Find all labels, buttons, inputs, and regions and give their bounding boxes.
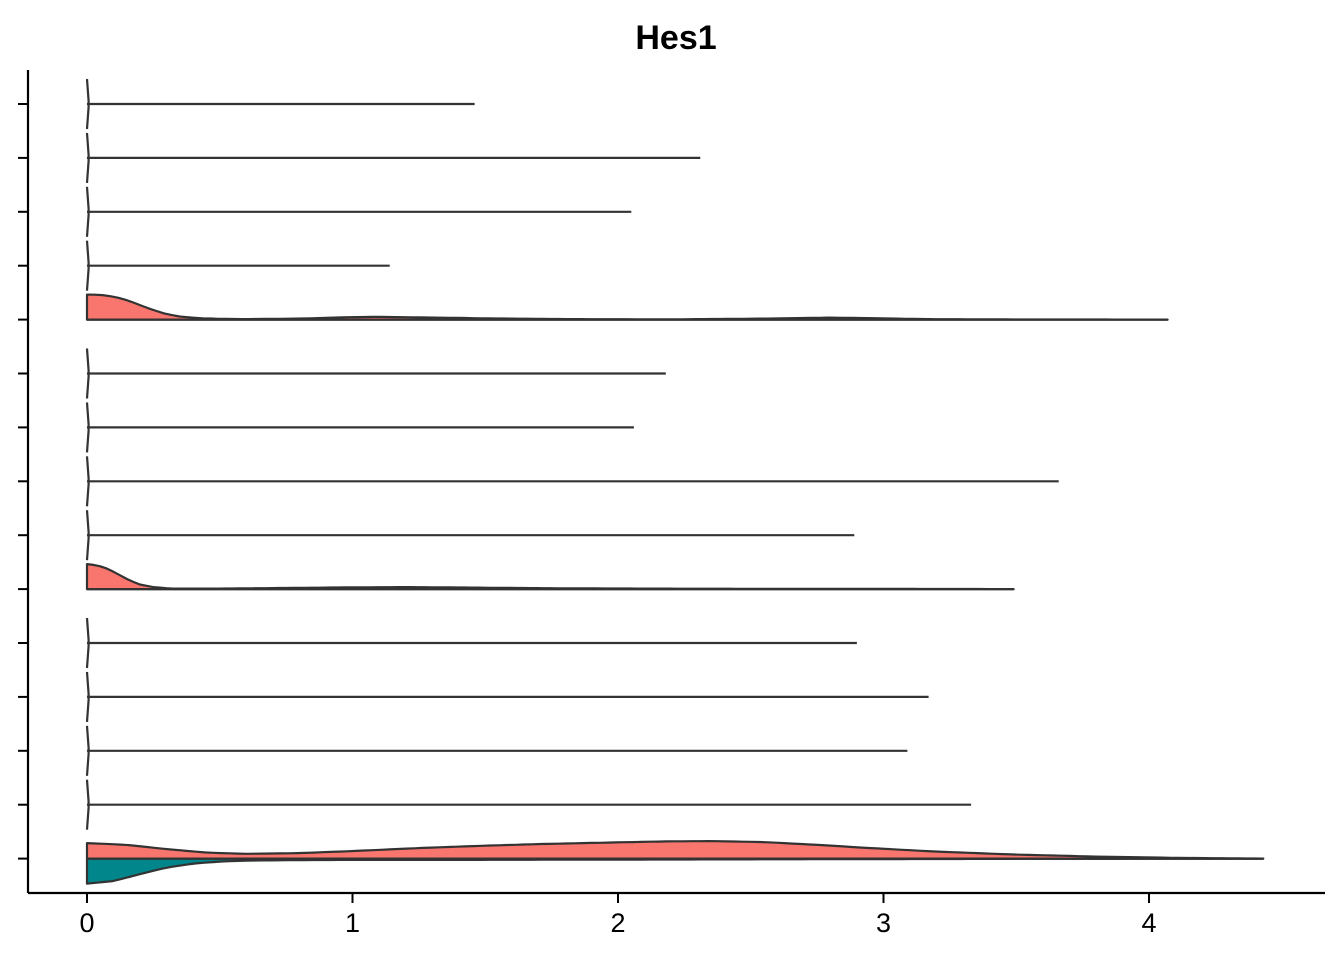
violin-row-12 — [85, 671, 929, 722]
violin-upper-half — [85, 563, 1015, 591]
violin-row-11 — [85, 617, 857, 669]
violin-row-15 — [85, 840, 1265, 885]
violin-upper-half — [85, 293, 1169, 321]
x-tick-label: 3 — [876, 908, 891, 938]
violin-row-4 — [85, 240, 390, 291]
chart-title: Hes1 — [635, 19, 716, 57]
x-tick-label: 0 — [79, 908, 94, 938]
violin-row-6 — [85, 348, 666, 399]
violin-upper-half — [85, 840, 1265, 860]
violin-row-7 — [85, 402, 634, 453]
x-tick-label: 2 — [610, 908, 625, 938]
violin-lower-half — [85, 857, 1265, 885]
violin-row-14 — [85, 779, 972, 830]
violin-row-5 — [85, 293, 1169, 321]
x-tick-label: 1 — [345, 908, 360, 938]
violin-row-1 — [85, 78, 475, 130]
x-tick-label: 4 — [1141, 908, 1156, 938]
violin-row-10 — [85, 563, 1015, 591]
violin-row-13 — [85, 725, 908, 776]
violin-row-3 — [85, 186, 632, 237]
violin-row-2 — [85, 132, 701, 183]
violin-row-8 — [85, 456, 1059, 507]
axes: 0 1 2 3 4 — [18, 70, 1325, 938]
violin-row-9 — [85, 510, 855, 561]
plot-area — [85, 78, 1265, 885]
